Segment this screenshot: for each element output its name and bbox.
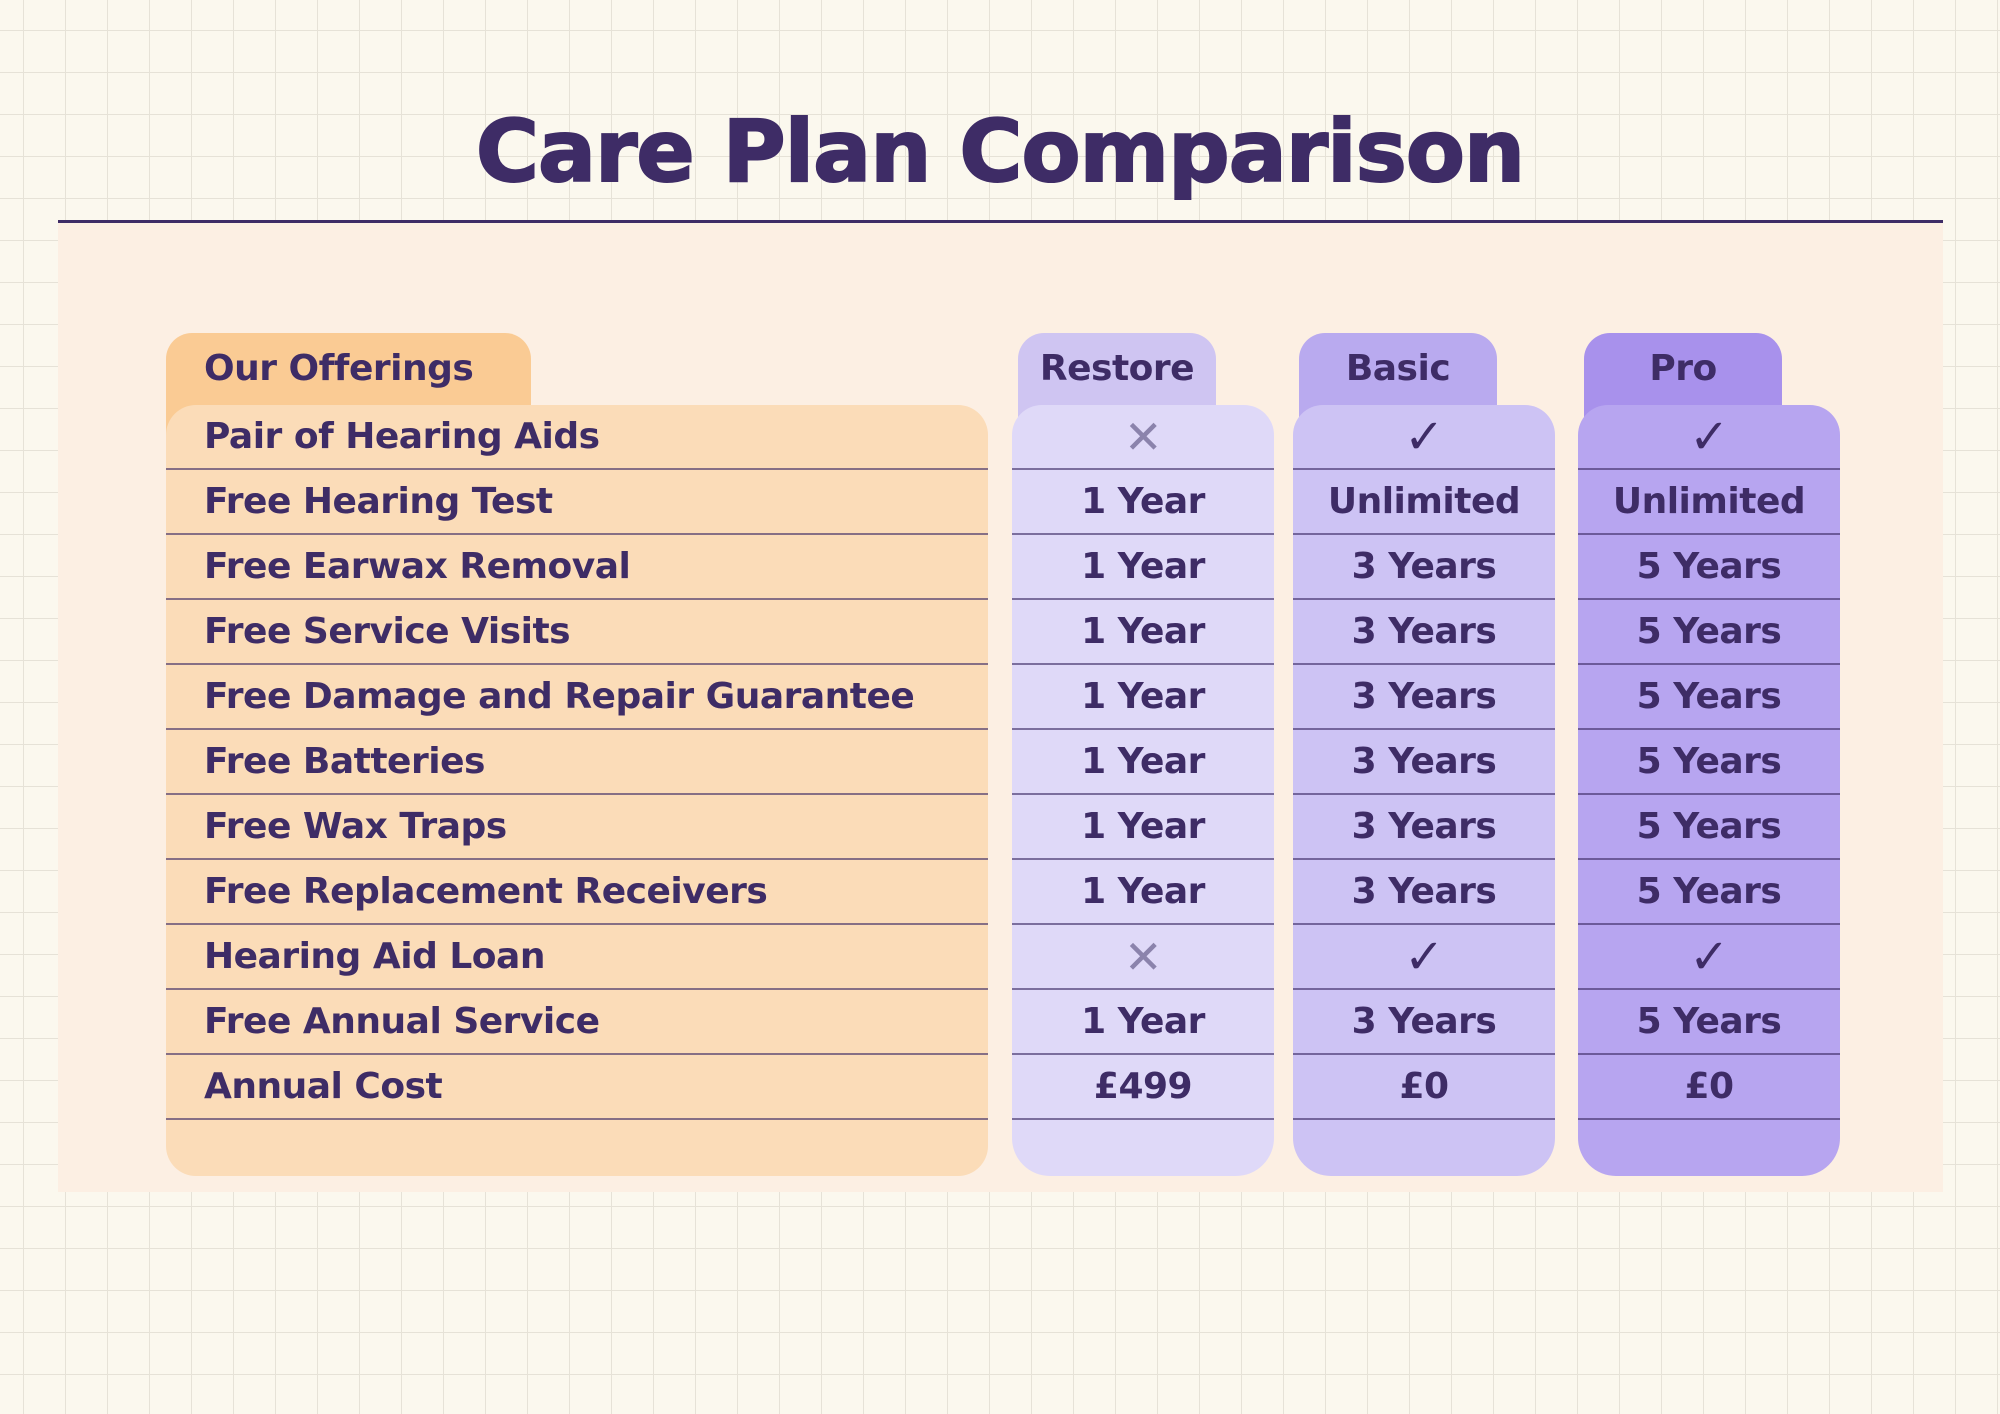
offering-label: Free Replacement Receivers: [204, 871, 768, 912]
value-cell: 1 Year: [1012, 470, 1274, 535]
plan-body-pro: ✓ Unlimited 5 Years 5 Years 5 Years 5 Ye…: [1578, 405, 1840, 1176]
plan-body-restore: ✕ 1 Year 1 Year 1 Year 1 Year 1 Year 1 Y…: [1012, 405, 1274, 1176]
value-cell: 3 Years: [1293, 860, 1555, 925]
offering-row: Free Annual Service: [166, 990, 988, 1055]
column-footer: [1012, 1120, 1274, 1176]
value-cell: 1 Year: [1012, 795, 1274, 860]
value-cell: 1 Year: [1012, 990, 1274, 1055]
x-icon: ✕: [1012, 405, 1274, 470]
check-icon: ✓: [1578, 925, 1840, 990]
value-cell: 5 Years: [1578, 730, 1840, 795]
value-cell: 1 Year: [1012, 600, 1274, 665]
offering-label: Free Annual Service: [204, 1001, 600, 1042]
check-icon: ✓: [1293, 925, 1555, 990]
value-cell: 1 Year: [1012, 535, 1274, 600]
value-cell: 1 Year: [1012, 665, 1274, 730]
plan-body-basic: ✓ Unlimited 3 Years 3 Years 3 Years 3 Ye…: [1293, 405, 1555, 1176]
plan-column-basic: Basic ✓ Unlimited 3 Years 3 Years 3 Year…: [1293, 223, 1555, 1176]
offering-label: Hearing Aid Loan: [204, 936, 545, 977]
value-cell: Unlimited: [1578, 470, 1840, 535]
offering-row: Hearing Aid Loan: [166, 925, 988, 990]
offering-row: Free Wax Traps: [166, 795, 988, 860]
value-cell: 3 Years: [1293, 665, 1555, 730]
offering-row: Free Replacement Receivers: [166, 860, 988, 925]
offering-row: Free Hearing Test: [166, 470, 988, 535]
value-cell: £0: [1293, 1055, 1555, 1120]
plan-column-pro: Pro ✓ Unlimited 5 Years 5 Years 5 Years …: [1578, 223, 1840, 1176]
column-footer: [166, 1120, 988, 1176]
value-cell: 5 Years: [1578, 990, 1840, 1055]
value-cell: 3 Years: [1293, 795, 1555, 860]
column-footer: [1293, 1120, 1555, 1176]
value-cell: 1 Year: [1012, 860, 1274, 925]
check-icon: ✓: [1293, 405, 1555, 470]
offerings-header-label: Our Offerings: [204, 348, 474, 389]
offering-row: Free Batteries: [166, 730, 988, 795]
plan-name: Restore: [1039, 348, 1195, 389]
offering-label: Free Hearing Test: [204, 481, 553, 522]
value-cell: £499: [1012, 1055, 1274, 1120]
offering-row: Annual Cost: [166, 1055, 988, 1120]
column-footer: [1578, 1120, 1840, 1176]
offering-row: Free Service Visits: [166, 600, 988, 665]
plan-name: Pro: [1649, 348, 1717, 389]
offering-row: Pair of Hearing Aids: [166, 405, 988, 470]
offering-label: Annual Cost: [204, 1066, 443, 1107]
value-cell: 5 Years: [1578, 795, 1840, 860]
offering-label: Free Wax Traps: [204, 806, 507, 847]
page-title: Care Plan Comparison: [475, 101, 1526, 203]
offering-row: Free Damage and Repair Guarantee: [166, 665, 988, 730]
plan-column-restore: Restore ✕ 1 Year 1 Year 1 Year 1 Year 1 …: [1012, 223, 1274, 1176]
offering-label: Pair of Hearing Aids: [204, 416, 600, 457]
comparison-panel: Our Offerings Pair of Hearing Aids Free …: [58, 220, 1943, 1192]
value-cell: 3 Years: [1293, 730, 1555, 795]
value-cell: 3 Years: [1293, 600, 1555, 665]
offering-row: Free Earwax Removal: [166, 535, 988, 600]
value-cell: 5 Years: [1578, 600, 1840, 665]
check-icon: ✓: [1578, 405, 1840, 470]
value-cell: 5 Years: [1578, 535, 1840, 600]
value-cell: 5 Years: [1578, 860, 1840, 925]
offering-label: Free Batteries: [204, 741, 485, 782]
value-cell: 3 Years: [1293, 990, 1555, 1055]
offerings-column: Pair of Hearing Aids Free Hearing Test F…: [166, 405, 988, 1176]
value-cell: 1 Year: [1012, 730, 1274, 795]
offering-label: Free Damage and Repair Guarantee: [204, 676, 915, 717]
value-cell: £0: [1578, 1055, 1840, 1120]
value-cell: 5 Years: [1578, 665, 1840, 730]
x-icon: ✕: [1012, 925, 1274, 990]
offering-label: Free Service Visits: [204, 611, 571, 652]
value-cell: Unlimited: [1293, 470, 1555, 535]
plan-name: Basic: [1345, 348, 1451, 389]
value-cell: 3 Years: [1293, 535, 1555, 600]
offering-label: Free Earwax Removal: [204, 546, 631, 587]
